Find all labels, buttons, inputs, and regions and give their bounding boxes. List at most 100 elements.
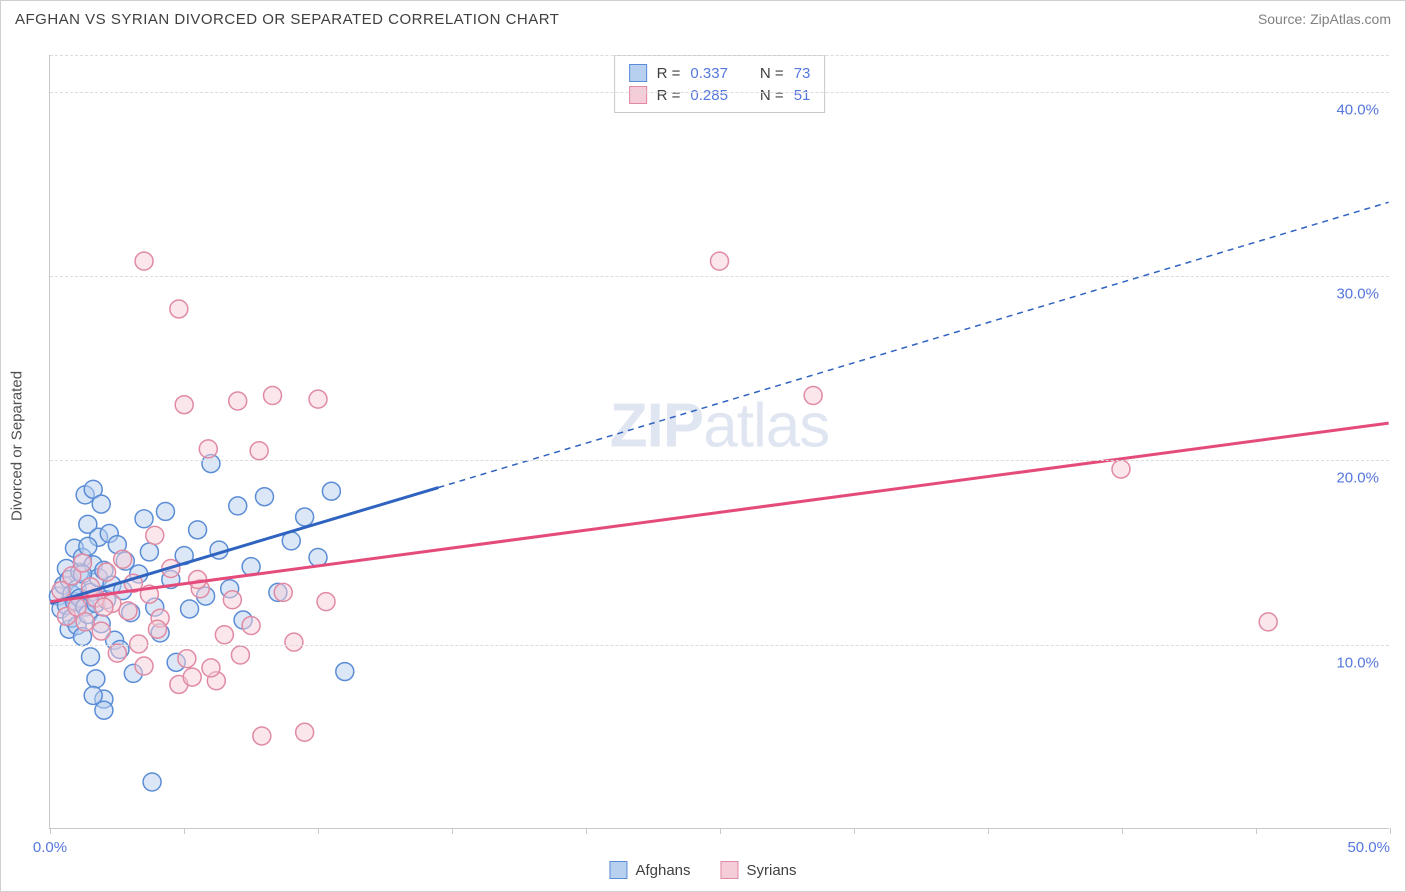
gridline xyxy=(50,460,1389,461)
legend-n-value: 73 xyxy=(794,65,811,82)
legend-n-label: N = xyxy=(760,87,784,104)
chart-title: AFGHAN VS SYRIAN DIVORCED OR SEPARATED C… xyxy=(15,11,559,28)
data-point xyxy=(183,668,201,686)
data-point xyxy=(148,620,166,638)
data-point xyxy=(146,526,164,544)
legend-label: Afghans xyxy=(635,862,690,879)
legend-correlation: R = 0.337 N = 73 R = 0.285 N = 51 xyxy=(614,55,826,113)
data-point xyxy=(119,602,137,620)
legend-item: Syrians xyxy=(721,861,797,879)
data-point xyxy=(156,502,174,520)
legend-label: Syrians xyxy=(747,862,797,879)
legend-swatch xyxy=(721,861,739,879)
x-tick xyxy=(586,828,587,834)
plot-area: ZIPatlas R = 0.337 N = 73 R = 0.285 N = … xyxy=(49,55,1389,829)
data-point xyxy=(296,508,314,526)
source-attribution: Source: ZipAtlas.com xyxy=(1258,11,1391,27)
data-point xyxy=(250,442,268,460)
data-point xyxy=(202,659,220,677)
x-tick xyxy=(1256,828,1257,834)
data-point xyxy=(215,626,233,644)
y-tick-label: 30.0% xyxy=(1336,286,1379,303)
data-point xyxy=(231,646,249,664)
y-tick-label: 40.0% xyxy=(1336,101,1379,118)
data-point xyxy=(189,521,207,539)
data-point xyxy=(189,571,207,589)
data-point xyxy=(135,252,153,270)
x-tick xyxy=(184,828,185,834)
chart-container: AFGHAN VS SYRIAN DIVORCED OR SEPARATED C… xyxy=(0,0,1406,892)
data-point xyxy=(296,723,314,741)
data-point xyxy=(143,773,161,791)
y-axis-label: Divorced or Separated xyxy=(9,371,26,521)
legend-item: Afghans xyxy=(609,861,690,879)
data-point xyxy=(256,488,274,506)
data-point xyxy=(92,495,110,513)
x-tick xyxy=(318,828,319,834)
data-point xyxy=(264,386,282,404)
title-bar: AFGHAN VS SYRIAN DIVORCED OR SEPARATED C… xyxy=(1,1,1405,34)
legend-n-label: N = xyxy=(760,65,784,82)
data-point xyxy=(804,386,822,404)
gridline xyxy=(50,276,1389,277)
data-point xyxy=(229,497,247,515)
data-point xyxy=(170,300,188,318)
data-point xyxy=(253,727,271,745)
data-point xyxy=(82,648,100,666)
data-point xyxy=(135,657,153,675)
legend-r-label: R = xyxy=(657,65,681,82)
x-tick xyxy=(50,828,51,834)
legend-r-value: 0.337 xyxy=(690,65,728,82)
y-tick-label: 20.0% xyxy=(1336,470,1379,487)
data-point xyxy=(317,593,335,611)
data-point xyxy=(92,622,110,640)
x-tick xyxy=(720,828,721,834)
data-point xyxy=(76,613,94,631)
x-tick-label: 0.0% xyxy=(33,839,67,856)
data-point xyxy=(223,591,241,609)
data-point xyxy=(181,600,199,618)
data-point xyxy=(229,392,247,410)
x-tick xyxy=(1390,828,1391,834)
data-point xyxy=(135,510,153,528)
data-point xyxy=(108,644,126,662)
legend-r-value: 0.285 xyxy=(690,87,728,104)
legend-swatch xyxy=(609,861,627,879)
data-point xyxy=(199,440,217,458)
data-point xyxy=(309,390,327,408)
data-point xyxy=(242,617,260,635)
x-tick xyxy=(1122,828,1123,834)
trend-line-extrapolated xyxy=(438,202,1388,487)
data-point xyxy=(114,550,132,568)
data-point xyxy=(274,583,292,601)
data-point xyxy=(73,554,91,572)
legend-r-label: R = xyxy=(657,87,681,104)
x-tick xyxy=(854,828,855,834)
gridline xyxy=(50,92,1389,93)
data-point xyxy=(1112,460,1130,478)
data-point xyxy=(322,482,340,500)
legend-n-value: 51 xyxy=(794,87,811,104)
data-point xyxy=(336,663,354,681)
y-tick-label: 10.0% xyxy=(1336,654,1379,671)
x-tick-label: 50.0% xyxy=(1347,839,1390,856)
data-point xyxy=(711,252,729,270)
data-point xyxy=(87,670,105,688)
legend-series: Afghans Syrians xyxy=(609,861,796,879)
legend-row: R = 0.337 N = 73 xyxy=(629,62,811,84)
data-point xyxy=(98,563,116,581)
data-point xyxy=(178,650,196,668)
plot-svg xyxy=(50,55,1389,828)
data-point xyxy=(285,633,303,651)
data-point xyxy=(84,686,102,704)
legend-swatch xyxy=(629,86,647,104)
legend-row: R = 0.285 N = 51 xyxy=(629,84,811,106)
data-point xyxy=(140,543,158,561)
x-tick xyxy=(988,828,989,834)
gridline xyxy=(50,55,1389,56)
legend-swatch xyxy=(629,64,647,82)
gridline xyxy=(50,645,1389,646)
x-tick xyxy=(452,828,453,834)
data-point xyxy=(79,537,97,555)
data-point xyxy=(175,396,193,414)
